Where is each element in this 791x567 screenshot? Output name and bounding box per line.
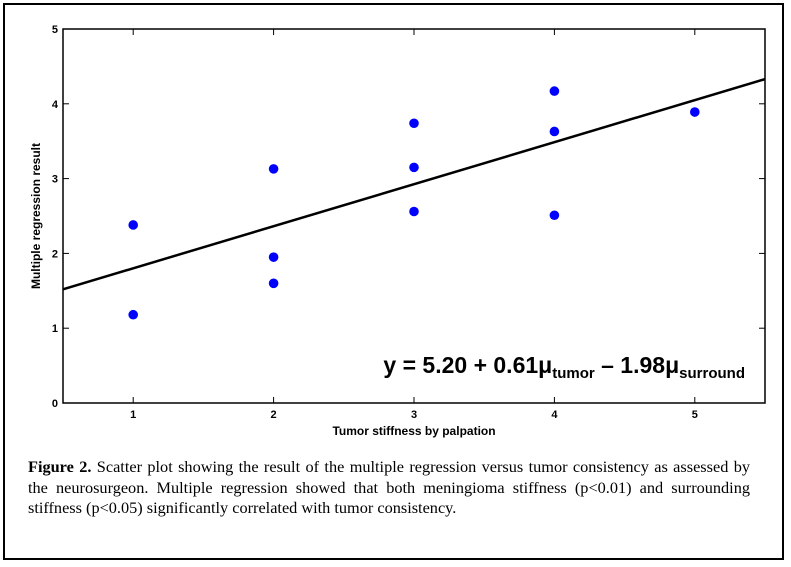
x-tick-label: 5	[692, 409, 698, 421]
caption-text: Scatter plot showing the result of the m…	[28, 457, 750, 517]
y-tick-label: 2	[52, 248, 58, 260]
equation-sub-a: tumor	[552, 365, 595, 382]
equation-main-b: – 1.98μ	[595, 352, 679, 378]
data-point	[128, 309, 138, 320]
data-point	[549, 126, 560, 137]
data-point	[549, 86, 560, 96]
y-tick-label: 5	[52, 24, 58, 36]
regression-equation: y = 5.20 + 0.61μtumor – 1.98μsurround	[383, 352, 745, 382]
data-point	[549, 210, 560, 221]
equation-main-a: y = 5.20 + 0.61μ	[383, 352, 552, 378]
data-point	[268, 164, 279, 174]
x-axis-label: Tumor stiffness by palpation	[332, 424, 495, 438]
data-point	[409, 162, 419, 173]
y-tick-label: 0	[52, 398, 58, 410]
regression-line	[62, 77, 766, 291]
figure-caption: Figure 2. Scatter plot showing the resul…	[28, 457, 750, 519]
y-tick-label: 4	[52, 99, 59, 111]
data-point	[409, 118, 419, 129]
data-point	[690, 107, 700, 117]
caption-label: Figure 2.	[28, 457, 92, 476]
y-axis-label: Multiple regression result	[29, 143, 43, 289]
equation-sub-b: surround	[679, 365, 745, 382]
data-point	[409, 206, 419, 217]
data-point	[268, 278, 279, 289]
data-point	[268, 252, 279, 262]
y-tick-label: 1	[52, 323, 58, 335]
x-tick-label: 2	[271, 409, 277, 421]
data-point	[128, 220, 138, 230]
x-tick-label: 4	[551, 409, 558, 421]
x-tick-label: 1	[130, 409, 136, 421]
scatter-chart: 0 1 2 3 4 5 1 2 3 4 5 Tumor stiffness by palpatio…	[29, 24, 766, 438]
y-tick-label: 3	[52, 174, 58, 186]
x-tick-label: 3	[411, 409, 417, 421]
figure-frame	[3, 3, 784, 560]
